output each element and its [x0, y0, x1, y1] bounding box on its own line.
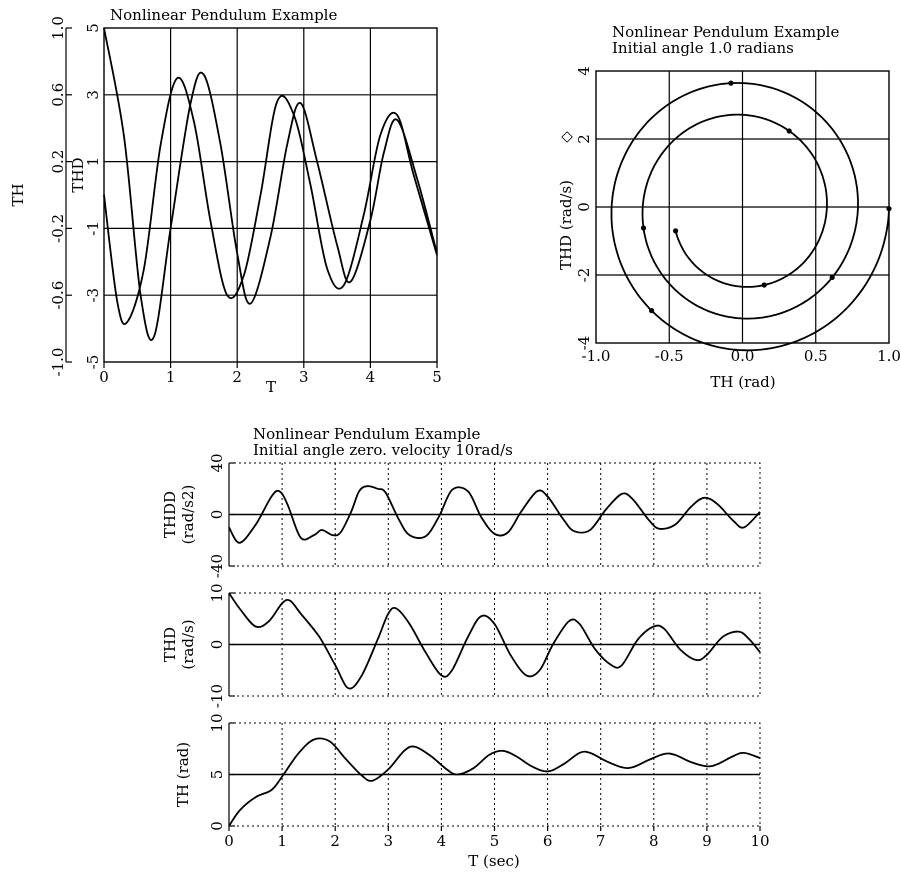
y-axis-title: THD — [161, 627, 179, 662]
x-tick-label: 10 — [750, 832, 769, 850]
x-tick-label: 0 — [99, 368, 109, 386]
x-tick-label: 1 — [277, 832, 287, 850]
y-tick-label: -2 — [575, 268, 593, 283]
x-tick-label: -0.5 — [655, 347, 684, 365]
thd-tick-label: 5 — [84, 23, 102, 33]
y-tick-label: 5 — [208, 770, 226, 780]
thd-tick-label: -5 — [84, 355, 102, 370]
x-tick-label: 0.0 — [731, 347, 755, 365]
thd-tick-label: -3 — [84, 288, 102, 303]
x-tick-label: 8 — [649, 832, 659, 850]
chart-title: Nonlinear Pendulum Example — [612, 23, 839, 41]
series-line — [228, 737, 761, 827]
th-tick-label: -0.2 — [49, 214, 67, 243]
y-tick-label: -10 — [208, 684, 226, 708]
th-tick-label: -1.0 — [49, 348, 67, 377]
trajectory-marker — [673, 228, 679, 234]
trajectory-marker — [786, 128, 792, 134]
x-tick-label: 5 — [432, 368, 442, 386]
x-tick-label: 0.5 — [804, 347, 828, 365]
th-tick-label: -0.6 — [49, 281, 67, 310]
x-tick-label: 6 — [543, 832, 553, 850]
y-axis-subtitle: (rad/s2) — [179, 485, 197, 545]
series-line-thd — [103, 76, 438, 326]
trajectory-marker — [829, 274, 835, 280]
x-axis-title: TH (rad) — [710, 373, 775, 391]
chart-title: Nonlinear Pendulum Example — [110, 6, 337, 24]
chart-title: Nonlinear Pendulum Example — [253, 425, 480, 443]
x-tick-label: -1.0 — [582, 347, 611, 365]
th-tick-label: 0.2 — [49, 150, 67, 174]
phase-portrait-chart: 4 2 0 -2 -4-1.0 -0.5 0.0 0.5 1.0 Nonlinear Pendul… — [557, 23, 901, 391]
chart-subtitle: Initial angle 1.0 radians — [612, 39, 794, 57]
thd-tick-label: 3 — [84, 90, 102, 100]
th-axis-title: TH — [9, 183, 27, 206]
y-tick-label: -4 — [575, 336, 593, 351]
chart-subtitle: Initial angle zero. velocity 10rad/s — [253, 441, 513, 459]
x-tick-label: 1.0 — [877, 347, 901, 365]
y-tick-label: -40 — [208, 554, 226, 578]
y-tick-label: 4 — [575, 66, 593, 76]
time-response-chart: 0 1 2 3 4 5 1.0 0.6 0.2 -0.2 -0.6 -1.0 TH 5 3 1 -1 -3 -5 TH… — [9, 6, 442, 396]
x-tick-label: 4 — [366, 368, 376, 386]
y-tick-label: 2 — [575, 134, 593, 144]
x-tick-label: 3 — [299, 368, 309, 386]
y-tick-label: 0 — [575, 202, 593, 212]
y-axis-title: THD (rad/s) — [557, 180, 575, 270]
x-tick-label: 2 — [330, 832, 340, 850]
y-tick-label: 40 — [208, 453, 226, 472]
x-axis-title: T — [266, 378, 276, 396]
th-tick-label: 1.0 — [49, 16, 67, 40]
y-axis-title: TH (rad) — [174, 742, 192, 807]
y-tick-label: 0 — [208, 510, 226, 520]
x-tick-label: 0 — [224, 832, 234, 850]
thd-axis-title: THD — [69, 157, 87, 192]
trajectory-marker — [886, 206, 892, 212]
y-tick-label: 10 — [208, 713, 226, 732]
series-line — [228, 485, 761, 544]
series-line — [228, 592, 761, 690]
x-tick-label: 2 — [232, 368, 242, 386]
x-tick-label: 1 — [166, 368, 176, 386]
x-tick-label: 9 — [702, 832, 712, 850]
phase-trajectory — [610, 82, 890, 352]
x-tick-label: 5 — [490, 832, 500, 850]
trajectory-marker — [728, 80, 734, 86]
x-tick-label: 4 — [437, 832, 447, 850]
y-axis-title: THDD — [161, 491, 179, 538]
y-tick-label: 0 — [208, 640, 226, 650]
thd-tick-label: 1 — [84, 157, 102, 167]
x-tick-label: 3 — [384, 832, 394, 850]
x-axis-title: T (sec) — [468, 852, 519, 870]
trajectory-marker — [761, 282, 767, 288]
y-axis-subtitle: (rad/s) — [179, 619, 197, 669]
legend-symbol: ◇ — [557, 131, 575, 143]
y-tick-label: 10 — [208, 583, 226, 602]
trajectory-marker — [640, 225, 647, 231]
thd-tick-label: -1 — [84, 221, 102, 236]
trajectory-marker — [649, 308, 655, 314]
x-tick-label: 7 — [596, 832, 606, 850]
th-tick-label: 0.6 — [49, 83, 67, 107]
y-tick-label: 0 — [208, 821, 226, 831]
series-line-th — [103, 27, 438, 341]
